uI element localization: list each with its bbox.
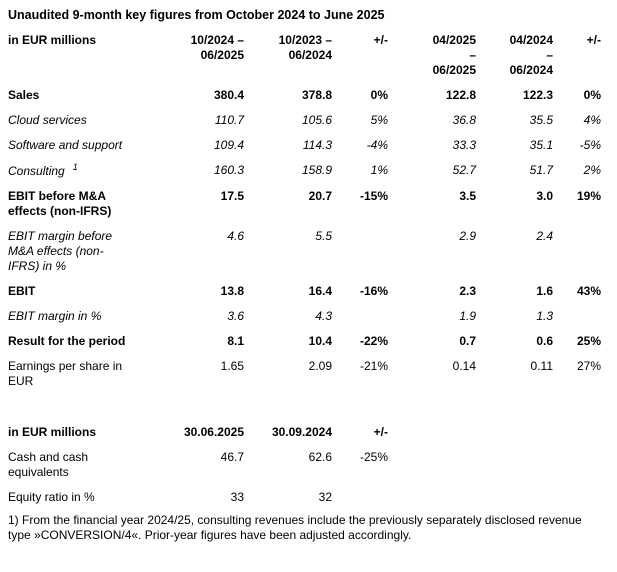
value-cell: 36.8 (452, 113, 476, 127)
label-sales: Sales (8, 88, 40, 102)
value-cell: 32 (318, 490, 332, 504)
value-cell: 20.7 (308, 189, 332, 203)
table2-header-delta: +/- (373, 425, 388, 439)
page-title: Unaudited 9-month key figures from Octob… (8, 8, 385, 22)
value-cell: 0% (583, 88, 601, 102)
value-cell: 1% (370, 163, 388, 177)
value-cell: -25% (359, 450, 388, 464)
value-cell: 2% (583, 163, 601, 177)
table2-header-col1: 30.06.2025 (183, 425, 244, 439)
value-cell: 109.4 (213, 138, 244, 152)
value-cell: 1.6 (536, 284, 553, 298)
label-ebit-margin-before-ma-effects: EBIT margin before M&A effects (non-IFRS… (8, 229, 113, 273)
value-cell: 105.6 (301, 113, 332, 127)
value-cell: 380.4 (213, 88, 244, 102)
value-cell: 25% (576, 334, 601, 348)
key-figures-table: in EUR millions 10/2024 – 06/2025 10/202… (8, 33, 609, 389)
value-cell: 17.5 (220, 189, 244, 203)
label-ebit-margin: EBIT margin in % (8, 309, 102, 323)
value-cell: 1.3 (536, 309, 553, 323)
value-cell: 2.3 (459, 284, 476, 298)
value-cell: 5% (370, 113, 388, 127)
table1-header-col3: 04/2025 – 06/2025 (432, 33, 476, 77)
table2-header-col2: 30.09.2024 (271, 425, 332, 439)
value-cell: 110.7 (214, 113, 244, 127)
label-consulting: Consulting 1 (8, 163, 150, 179)
value-cell: 122.8 (445, 88, 476, 102)
value-cell: 0.11 (530, 359, 553, 373)
label-equity-ratio: Equity ratio in % (8, 490, 95, 504)
value-cell: 10.4 (308, 334, 332, 348)
value-cell: 5.5 (315, 229, 332, 243)
value-cell: 2.09 (308, 359, 332, 373)
value-cell: -21% (359, 359, 388, 373)
value-cell: 19% (576, 189, 601, 203)
value-cell: 0.14 (452, 359, 476, 373)
value-cell: -15% (359, 189, 388, 203)
value-cell: 35.5 (529, 113, 553, 127)
value-cell: 27% (576, 359, 601, 373)
table1-header-unit: in EUR millions (8, 33, 97, 47)
value-cell: 33.3 (452, 138, 476, 152)
value-cell: 4.6 (227, 229, 244, 243)
value-cell: 16.4 (308, 284, 332, 298)
value-cell: 0.6 (536, 334, 553, 348)
label-cash-and-cash-equivalents: Cash and cash equivalents (8, 450, 89, 479)
label-earnings-per-share: Earnings per share in EUR (8, 359, 123, 388)
value-cell: 62.6 (308, 450, 332, 464)
value-cell: 0.7 (459, 334, 476, 348)
label-ebit-before-ma-effects: EBIT before M&A effects (non-IFRS) (8, 189, 112, 218)
label-result-for-the-period: Result for the period (8, 334, 126, 348)
balance-figures-table: in EUR millions 30.06.2025 30.09.2024 +/… (8, 425, 609, 505)
value-cell: 2.9 (459, 229, 476, 243)
value-cell: 3.6 (227, 309, 244, 323)
value-cell: -16% (359, 284, 388, 298)
label-ebit: EBIT (8, 284, 36, 298)
value-cell: 160.3 (213, 163, 244, 177)
label-software-and-support: Software and support (8, 138, 123, 152)
value-cell: 1.65 (220, 359, 244, 373)
table1-header-delta2: +/- (586, 33, 601, 47)
value-cell: 378.8 (301, 88, 332, 102)
value-cell: 51.7 (529, 163, 553, 177)
value-cell: 13.8 (220, 284, 244, 298)
value-cell: 2.4 (536, 229, 553, 243)
label-cloud-services: Cloud services (8, 113, 87, 127)
table1-header-col1: 10/2024 – 06/2025 (190, 33, 244, 62)
value-cell: 158.9 (301, 163, 332, 177)
value-cell: 43% (576, 284, 601, 298)
value-cell: 46.7 (220, 450, 244, 464)
value-cell: 4.3 (315, 309, 332, 323)
footnote-marker: 1 (72, 162, 78, 172)
value-cell: 35.1 (529, 138, 553, 152)
value-cell: -5% (579, 138, 601, 152)
value-cell: 52.7 (452, 163, 476, 177)
value-cell: 1.9 (459, 309, 476, 323)
table2-header-unit: in EUR millions (8, 425, 97, 439)
report-page: Unaudited 9-month key figures from Octob… (8, 8, 609, 542)
table1-header-delta1: +/- (373, 33, 388, 47)
value-cell: -4% (366, 138, 388, 152)
value-cell: 122.3 (522, 88, 553, 102)
value-cell: 114.3 (302, 138, 332, 152)
value-cell: 3.5 (459, 189, 476, 203)
footnote: 1) From the financial year 2024/25, cons… (8, 513, 582, 542)
value-cell: 33 (230, 490, 244, 504)
value-cell: 4% (583, 113, 601, 127)
value-cell: 8.1 (227, 334, 244, 348)
table1-header-col4: 04/2024 – 06/2024 (509, 33, 553, 77)
table1-header-col2: 10/2023 – 06/2024 (278, 33, 332, 62)
value-cell: 0% (370, 88, 388, 102)
label-consulting-text: Consulting (8, 164, 65, 178)
value-cell: -22% (359, 334, 388, 348)
value-cell: 3.0 (536, 189, 553, 203)
